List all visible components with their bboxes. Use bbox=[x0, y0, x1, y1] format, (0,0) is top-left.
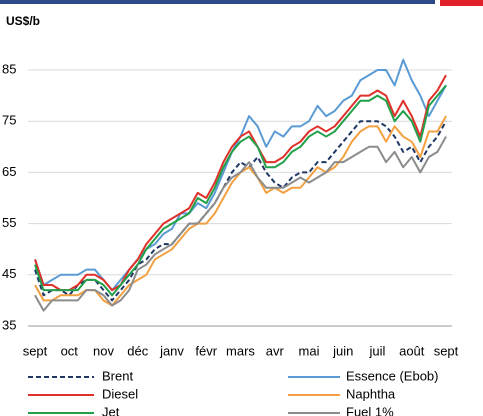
x-tick-label: nov bbox=[93, 343, 114, 358]
x-tick-label: févr bbox=[195, 343, 217, 358]
y-tick-label: 55 bbox=[2, 215, 16, 230]
series-line bbox=[34, 74, 447, 292]
series-line bbox=[34, 115, 447, 307]
legend-label: Essence (Ebob) bbox=[346, 368, 439, 383]
y-tick-label: 65 bbox=[2, 164, 16, 179]
x-tick-label: oct bbox=[61, 343, 79, 358]
x-tick-label: juil bbox=[369, 343, 386, 358]
legend-label: Fuel 1% bbox=[346, 404, 394, 416]
series-line bbox=[34, 84, 447, 297]
y-tick-label: 45 bbox=[2, 266, 16, 281]
legend-label: Jet bbox=[102, 404, 120, 416]
legend-label: Diesel bbox=[102, 386, 138, 401]
top-bar bbox=[0, 0, 435, 4]
x-tick-label: déc bbox=[127, 343, 148, 358]
y-axis-label: US$/b bbox=[6, 14, 40, 28]
x-tick-label: avr bbox=[266, 343, 285, 358]
legend-label: Naphtha bbox=[346, 386, 396, 401]
x-tick-label: août bbox=[399, 343, 425, 358]
x-tick-label: janv bbox=[159, 343, 184, 358]
y-tick-label: 35 bbox=[2, 317, 16, 332]
x-tick-label: juin bbox=[332, 343, 353, 358]
x-tick-label: sept bbox=[23, 343, 48, 358]
series-line bbox=[34, 136, 447, 312]
x-tick-label: mai bbox=[299, 343, 320, 358]
x-tick-label: sept bbox=[434, 343, 459, 358]
y-tick-label: 85 bbox=[2, 61, 16, 76]
y-tick-label: 75 bbox=[2, 113, 16, 128]
x-tick-label: mars bbox=[226, 343, 255, 358]
series-line bbox=[34, 120, 447, 302]
legend-label: Brent bbox=[102, 368, 133, 383]
top-accent bbox=[440, 0, 483, 6]
